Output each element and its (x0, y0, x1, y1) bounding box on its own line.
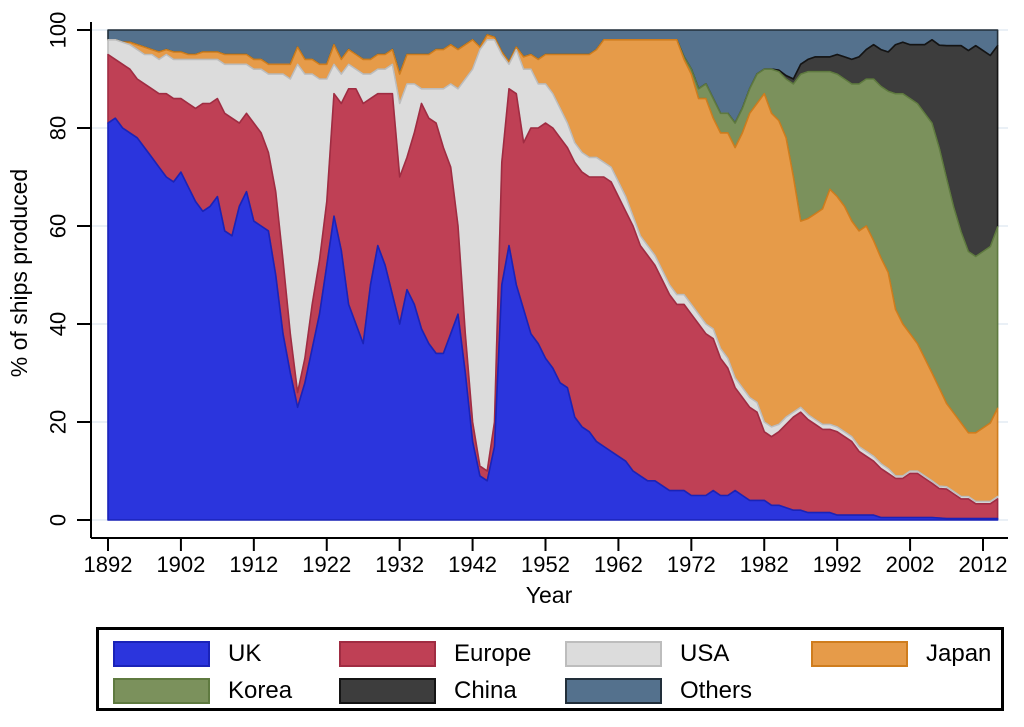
x-tick-label-1922: 1922 (302, 552, 351, 577)
legend-swatch-japan (811, 641, 908, 667)
y-tick-label-0: 0 (46, 514, 71, 526)
legend-label-usa: USA (680, 640, 730, 667)
legend-swatch-others (565, 678, 662, 704)
y-axis-title: % of ships produced (6, 169, 32, 377)
x-axis-title: Year (526, 582, 573, 608)
y-tick-label-20: 20 (46, 410, 71, 434)
x-tick-label-1982: 1982 (740, 552, 789, 577)
legend-label-others: Others (680, 677, 753, 704)
area-uk (107, 117, 999, 521)
legend-label-europe: Europe (454, 640, 532, 667)
x-tick-label-1932: 1932 (375, 552, 424, 577)
y-tick-label-80: 80 (46, 116, 71, 140)
x-tick-label-1962: 1962 (594, 552, 643, 577)
x-tick-label-1902: 1902 (156, 552, 205, 577)
x-tick-label-1992: 1992 (813, 552, 862, 577)
legend-swatch-uk (113, 641, 210, 667)
stacked-area-chart: 0 20 40 60 80 100 1892 1902 1912 1922 1932 1942 1952… (6, 12, 1008, 608)
x-tick-label-1952: 1952 (521, 552, 570, 577)
x-tick-label-1892: 1892 (84, 552, 133, 577)
y-tick-label-100: 100 (46, 12, 71, 49)
x-tick-label-2002: 2002 (886, 552, 935, 577)
legend-label-uk: UK (228, 640, 262, 667)
x-tick-label-2012: 2012 (959, 552, 1008, 577)
x-tick-label-1972: 1972 (667, 552, 716, 577)
legend-swatch-china (339, 678, 436, 704)
legend-label-korea: Korea (228, 677, 293, 704)
legend: UK Europe USA Japan Korea China Others (96, 627, 1004, 711)
x-tick-label-1912: 1912 (229, 552, 278, 577)
legend-swatch-europe (339, 641, 436, 667)
legend-swatch-usa (565, 641, 662, 667)
x-tick-label-1942: 1942 (448, 552, 497, 577)
y-tick-label-60: 60 (46, 214, 71, 238)
legend-label-china: China (454, 677, 517, 704)
legend-swatch-korea (113, 678, 210, 704)
y-tick-label-40: 40 (46, 312, 71, 336)
legend-label-japan: Japan (926, 640, 992, 667)
